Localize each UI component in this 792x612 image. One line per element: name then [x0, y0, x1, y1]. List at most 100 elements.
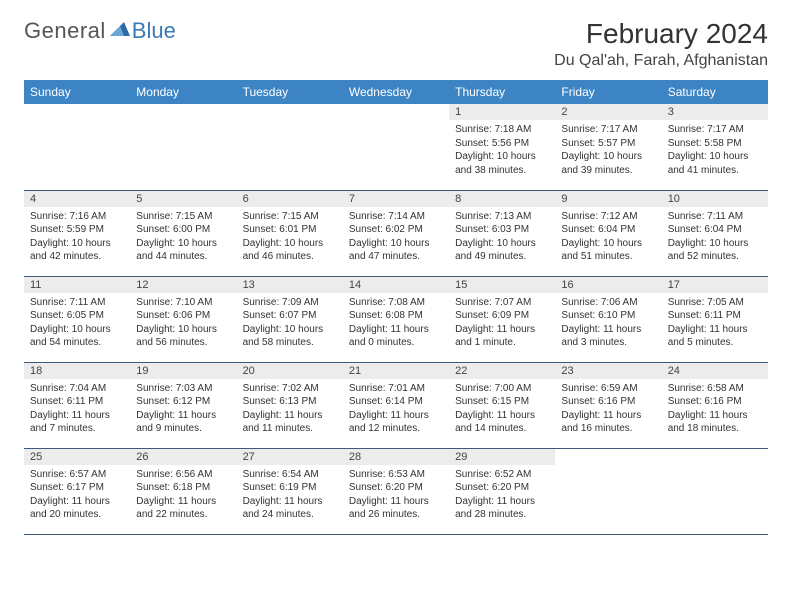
sunrise-text: Sunrise: 7:09 AM: [243, 296, 337, 310]
daylight-text: Daylight: 11 hours and 22 minutes.: [136, 495, 230, 522]
daylight-text: Daylight: 10 hours and 46 minutes.: [243, 237, 337, 264]
day-number: 14: [343, 277, 449, 293]
day-number: 28: [343, 449, 449, 465]
calendar-week: 1Sunrise: 7:18 AMSunset: 5:56 PMDaylight…: [24, 104, 768, 190]
calendar-table: SundayMondayTuesdayWednesdayThursdayFrid…: [24, 80, 768, 535]
calendar-day: 22Sunrise: 7:00 AMSunset: 6:15 PMDayligh…: [449, 362, 555, 448]
daylight-text: Daylight: 11 hours and 12 minutes.: [349, 409, 443, 436]
day-header: Monday: [130, 80, 236, 104]
sunrise-text: Sunrise: 6:57 AM: [30, 468, 124, 482]
day-details: Sunrise: 7:16 AMSunset: 5:59 PMDaylight:…: [24, 207, 130, 268]
sunset-text: Sunset: 6:13 PM: [243, 395, 337, 409]
calendar-day: 2Sunrise: 7:17 AMSunset: 5:57 PMDaylight…: [555, 104, 661, 190]
sunrise-text: Sunrise: 7:15 AM: [136, 210, 230, 224]
day-number: 11: [24, 277, 130, 293]
sunrise-text: Sunrise: 7:11 AM: [668, 210, 762, 224]
brand-logo: General Blue: [24, 18, 176, 44]
day-number: 23: [555, 363, 661, 379]
calendar-day: 3Sunrise: 7:17 AMSunset: 5:58 PMDaylight…: [662, 104, 768, 190]
sunrise-text: Sunrise: 7:14 AM: [349, 210, 443, 224]
calendar-week: 18 Sunrise: 7:04 AMSunset: 6:11 PM Dayligh…: [24, 362, 768, 448]
day-number: 5: [130, 191, 236, 207]
sunset-text: Sunset: 6:12 PM: [136, 395, 230, 409]
day-number: 15: [449, 277, 555, 293]
daylight-text: Daylight: 10 hours and 56 minutes.: [136, 323, 230, 350]
sunrise-text: Sunrise: 7:04 AM: [30, 382, 124, 396]
day-details: Sunrise: 6:52 AMSunset: 6:20 PMDaylight:…: [449, 465, 555, 526]
day-details: Sunrise: 7:10 AMSunset: 6:06 PMDaylight:…: [130, 293, 236, 354]
day-number: 20: [237, 363, 343, 379]
daylight-text: Daylight: 10 hours and 44 minutes.: [136, 237, 230, 264]
daylight-text: Daylight: 11 hours and 11 minutes.: [243, 409, 337, 436]
day-number: 21: [343, 363, 449, 379]
sunset-text: Sunset: 6:17 PM: [30, 481, 124, 495]
sunset-text: Sunset: 6:16 PM: [668, 395, 762, 409]
daylight-text: Daylight: 11 hours and 24 minutes.: [243, 495, 337, 522]
day-details: Sunrise: 7:11 AMSunset: 6:04 PMDaylight:…: [662, 207, 768, 268]
day-details: Sunrise: 7:06 AMSunset: 6:10 PMDaylight:…: [555, 293, 661, 354]
sunset-text: Sunset: 6:18 PM: [136, 481, 230, 495]
day-number: 24: [662, 363, 768, 379]
sunset-text: Sunset: 6:16 PM: [561, 395, 655, 409]
sunrise-text: Sunrise: 7:16 AM: [30, 210, 124, 224]
day-number: 4: [24, 191, 130, 207]
day-details: Sunrise: 7:13 AMSunset: 6:03 PMDaylight:…: [449, 207, 555, 268]
calendar-day: 16Sunrise: 7:06 AMSunset: 6:10 PMDayligh…: [555, 276, 661, 362]
calendar-day: 23Sunrise: 6:59 AMSunset: 6:16 PMDayligh…: [555, 362, 661, 448]
day-number: 7: [343, 191, 449, 207]
day-number: 17: [662, 277, 768, 293]
calendar-day: [343, 104, 449, 190]
sunset-text: Sunset: 6:10 PM: [561, 309, 655, 323]
day-number: 27: [237, 449, 343, 465]
daylight-text: Daylight: 11 hours and 20 minutes.: [30, 495, 124, 522]
day-details: Sunrise: 7:12 AMSunset: 6:04 PMDaylight:…: [555, 207, 661, 268]
daylight-text: Daylight: 11 hours and 16 minutes.: [561, 409, 655, 436]
sunrise-text: Sunrise: 7:03 AM: [136, 382, 230, 396]
sunrise-text: Sunrise: 7:06 AM: [561, 296, 655, 310]
sunset-text: Sunset: 5:56 PM: [455, 137, 549, 151]
sunset-text: Sunset: 6:09 PM: [455, 309, 549, 323]
sunrise-text: Sunrise: 7:05 AM: [668, 296, 762, 310]
day-details: Sunrise: 7:11 AMSunset: 6:05 PMDaylight:…: [24, 293, 130, 354]
calendar-day: 14Sunrise: 7:08 AMSunset: 6:08 PMDayligh…: [343, 276, 449, 362]
calendar-day: 12Sunrise: 7:10 AMSunset: 6:06 PMDayligh…: [130, 276, 236, 362]
day-details: Sunrise: 6:54 AMSunset: 6:19 PMDaylight:…: [237, 465, 343, 526]
day-details: Sunrise: 6:56 AMSunset: 6:18 PMDaylight:…: [130, 465, 236, 526]
location-subtitle: Du Qal'ah, Farah, Afghanistan: [554, 52, 768, 70]
calendar-day: 20 Sunrise: 7:02 AMSunset: 6:13 PMDayligh…: [237, 362, 343, 448]
daylight-text: Daylight: 11 hours and 0 minutes.: [349, 323, 443, 350]
daylight-text: Daylight: 10 hours and 51 minutes.: [561, 237, 655, 264]
calendar-day: [237, 104, 343, 190]
day-number: 12: [130, 277, 236, 293]
daylight-text: Daylight: 11 hours and 28 minutes.: [455, 495, 549, 522]
daylight-text: Daylight: 10 hours and 49 minutes.: [455, 237, 549, 264]
sunrise-text: Sunrise: 6:52 AM: [455, 468, 549, 482]
calendar-day: 24Sunrise: 6:58 AMSunset: 6:16 PMDayligh…: [662, 362, 768, 448]
calendar-week: 11Sunrise: 7:11 AMSunset: 6:05 PMDayligh…: [24, 276, 768, 362]
day-number: 6: [237, 191, 343, 207]
calendar-week: 25Sunrise: 6:57 AMSunset: 6:17 PMDayligh…: [24, 448, 768, 534]
daylight-text: Daylight: 10 hours and 41 minutes.: [668, 150, 762, 177]
sunset-text: Sunset: 6:03 PM: [455, 223, 549, 237]
day-number: 19: [130, 363, 236, 379]
brand-name-part1: General: [24, 18, 106, 44]
sunrise-text: Sunrise: 7:02 AM: [243, 382, 337, 396]
month-title: February 2024: [554, 18, 768, 50]
calendar-week: 4Sunrise: 7:16 AMSunset: 5:59 PMDaylight…: [24, 190, 768, 276]
daylight-text: Daylight: 10 hours and 58 minutes.: [243, 323, 337, 350]
calendar-day: 7Sunrise: 7:14 AMSunset: 6:02 PMDaylight…: [343, 190, 449, 276]
sunrise-text: Sunrise: 7:08 AM: [349, 296, 443, 310]
sunset-text: Sunset: 6:11 PM: [30, 395, 124, 409]
day-header: Saturday: [662, 80, 768, 104]
calendar-day: 26Sunrise: 6:56 AMSunset: 6:18 PMDayligh…: [130, 448, 236, 534]
sunrise-text: Sunrise: 7:10 AM: [136, 296, 230, 310]
day-number: 22: [449, 363, 555, 379]
sunset-text: Sunset: 6:19 PM: [243, 481, 337, 495]
calendar-day: 19Sunrise: 7:03 AMSunset: 6:12 PMDayligh…: [130, 362, 236, 448]
sunset-text: Sunset: 6:14 PM: [349, 395, 443, 409]
calendar-day: 28Sunrise: 6:53 AMSunset: 6:20 PMDayligh…: [343, 448, 449, 534]
day-details: Sunrise: 6:59 AMSunset: 6:16 PMDaylight:…: [555, 379, 661, 440]
day-number: 18: [24, 363, 130, 379]
calendar-day: 13Sunrise: 7:09 AMSunset: 6:07 PMDayligh…: [237, 276, 343, 362]
day-number: 25: [24, 449, 130, 465]
